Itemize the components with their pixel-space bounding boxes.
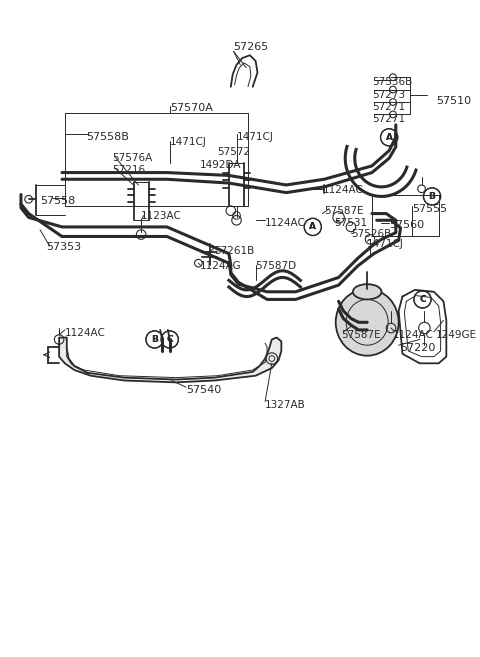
Text: 1249GE: 1249GE <box>436 330 477 340</box>
Text: 57271: 57271 <box>372 114 405 124</box>
Text: 57558: 57558 <box>40 196 75 206</box>
Text: 1471CJ: 1471CJ <box>170 137 206 147</box>
Text: 57216: 57216 <box>112 165 145 175</box>
Text: C: C <box>167 335 173 344</box>
Text: 57526B: 57526B <box>351 229 391 239</box>
Polygon shape <box>59 338 281 382</box>
Text: 57273: 57273 <box>372 89 405 100</box>
Text: C: C <box>167 335 173 344</box>
Text: A: A <box>385 133 393 142</box>
Text: 1471CJ: 1471CJ <box>367 239 404 249</box>
Text: 57570A: 57570A <box>170 103 213 113</box>
Text: 57536B: 57536B <box>372 77 412 87</box>
Ellipse shape <box>353 284 382 300</box>
Text: 57587E: 57587E <box>341 330 381 340</box>
Text: 57531: 57531 <box>334 218 367 229</box>
Ellipse shape <box>336 289 399 355</box>
Text: C: C <box>419 295 426 304</box>
Text: 57220: 57220 <box>401 344 436 353</box>
Text: B: B <box>429 192 435 201</box>
Text: 1124AC: 1124AC <box>265 218 306 229</box>
Text: 57353: 57353 <box>46 242 81 252</box>
Text: 1492DA: 1492DA <box>200 160 242 170</box>
Text: 57265: 57265 <box>234 42 269 52</box>
Text: A: A <box>309 223 316 231</box>
Text: 1124AC: 1124AC <box>393 330 434 340</box>
Text: 57510: 57510 <box>436 97 471 106</box>
Text: B: B <box>151 335 158 344</box>
Text: B: B <box>151 335 158 344</box>
Text: 57587E: 57587E <box>324 206 364 216</box>
Text: 1123AC: 1123AC <box>141 211 182 221</box>
Text: B: B <box>429 192 435 201</box>
Text: 57576A: 57576A <box>112 154 153 164</box>
Text: A: A <box>385 133 393 142</box>
Text: 57572: 57572 <box>217 147 251 157</box>
Text: 1471CJ: 1471CJ <box>237 131 274 141</box>
Text: 57560: 57560 <box>389 220 424 230</box>
Text: 1124AC: 1124AC <box>65 328 106 338</box>
Text: C: C <box>419 295 426 304</box>
Text: 57271: 57271 <box>372 102 405 112</box>
Text: 57540: 57540 <box>186 385 221 396</box>
Text: 1327AB: 1327AB <box>265 399 306 409</box>
Text: 57558B: 57558B <box>86 131 129 141</box>
Text: 1124AG: 1124AG <box>200 261 242 271</box>
Text: A: A <box>309 223 316 231</box>
Text: 1124AC: 1124AC <box>323 185 363 195</box>
Text: 57587D: 57587D <box>255 261 297 271</box>
Text: 57261B: 57261B <box>215 246 255 256</box>
Text: 57555: 57555 <box>412 204 447 214</box>
